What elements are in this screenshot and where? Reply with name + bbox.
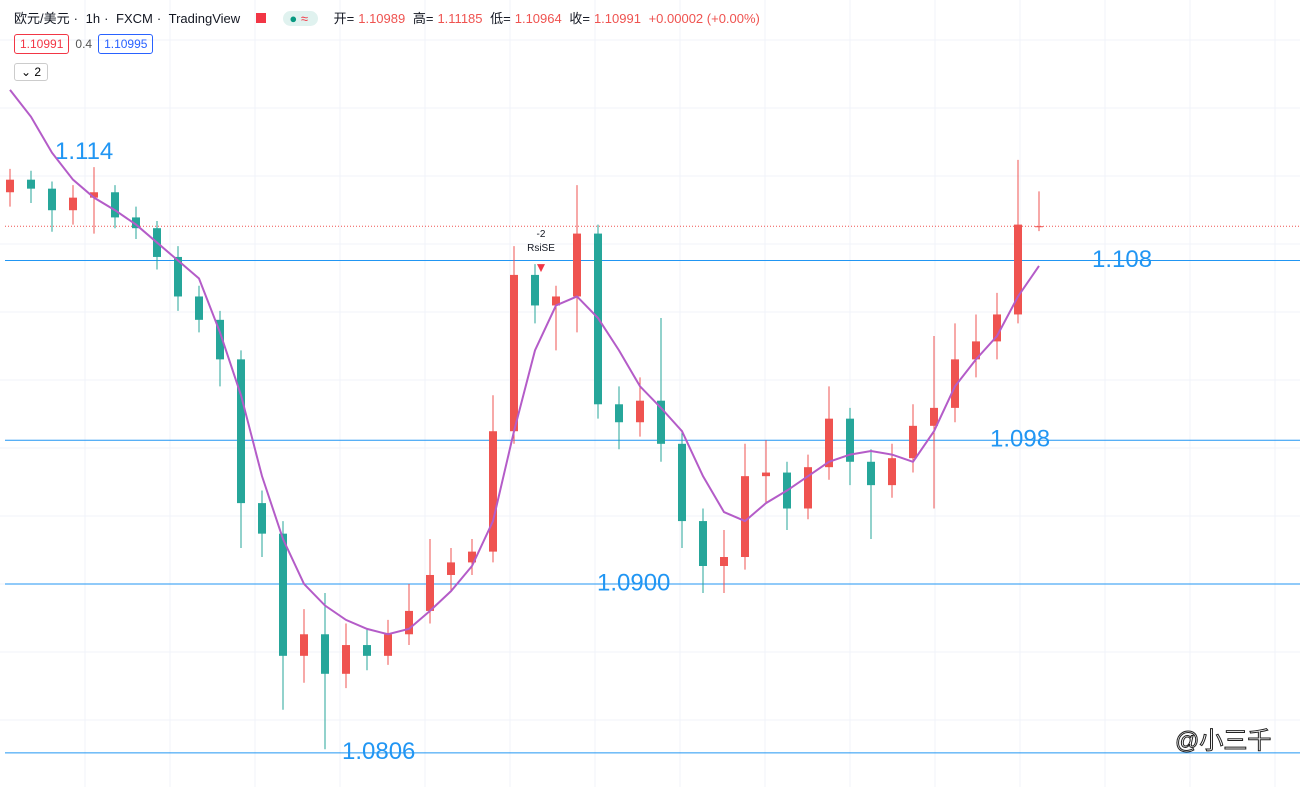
candle-body xyxy=(951,359,959,408)
candle-body xyxy=(279,533,287,656)
candle-body xyxy=(678,443,686,522)
candle-body xyxy=(615,404,623,423)
indicator-toggle[interactable]: ⌄ 2 xyxy=(14,63,49,81)
candle-body xyxy=(762,472,770,477)
candle-body xyxy=(6,179,14,193)
candle-body xyxy=(972,341,980,360)
candle-body xyxy=(111,192,119,218)
candle-body xyxy=(846,418,854,462)
candle-body xyxy=(174,256,182,297)
candle-body xyxy=(237,359,245,504)
candle-body xyxy=(531,274,539,306)
candle-body xyxy=(636,400,644,423)
candle-body xyxy=(69,197,77,211)
candle-body xyxy=(699,521,707,566)
level-label: 1.098 xyxy=(990,426,1050,453)
status-badge[interactable]: ● ≈ xyxy=(283,11,319,26)
candle-body xyxy=(27,179,35,189)
candle-body xyxy=(888,458,896,486)
candle-body xyxy=(741,476,749,558)
high-key: 高= xyxy=(412,11,434,26)
candle-body xyxy=(993,314,1001,342)
source: TradingView xyxy=(168,11,241,26)
candle-body xyxy=(90,192,98,198)
open-key: 开= xyxy=(333,11,355,26)
change: +0.00002 (+0.00%) xyxy=(648,11,760,26)
level-label: 1.108 xyxy=(1092,246,1152,273)
broker: FXCM xyxy=(116,11,153,26)
interval[interactable]: 1h xyxy=(85,11,101,26)
close-key: 收= xyxy=(569,11,590,26)
close-value: 1.10991 xyxy=(593,11,641,26)
candle-body xyxy=(1035,226,1043,228)
open-value: 1.10989 xyxy=(358,11,406,26)
candle-body xyxy=(573,233,581,297)
moving-average xyxy=(9,89,1040,636)
candle-body xyxy=(825,418,833,468)
candle-body xyxy=(489,431,497,552)
candle-body xyxy=(552,296,560,306)
bid-button[interactable]: 1.10991 xyxy=(14,34,70,54)
candle-body xyxy=(867,461,875,486)
candle-body xyxy=(804,467,812,509)
candle-body xyxy=(909,425,917,459)
flag-icon[interactable] xyxy=(255,13,266,23)
signal-count: -2 xyxy=(537,229,546,240)
candle-body xyxy=(510,274,518,432)
candle-body xyxy=(300,634,308,656)
candle-body xyxy=(216,319,224,360)
level-label: 1.114 xyxy=(55,138,113,165)
quote-row: 1.10991 0.4 1.10995 xyxy=(14,34,154,54)
signal-name: RsiSE xyxy=(527,243,555,254)
level-label: 1.0806 xyxy=(342,738,415,765)
candle-body xyxy=(1014,224,1022,315)
candle-body xyxy=(447,562,455,575)
candle-body xyxy=(405,610,413,635)
symbol[interactable]: 欧元/美元 xyxy=(14,11,70,26)
ask-button[interactable]: 1.10995 xyxy=(98,34,154,54)
candle-body xyxy=(657,400,665,444)
signal-arrow xyxy=(537,264,545,273)
low-key: 低= xyxy=(490,11,511,26)
candle-body xyxy=(342,645,350,674)
candle-body xyxy=(321,634,329,674)
candle-body xyxy=(132,217,140,229)
candle-body xyxy=(363,645,371,656)
candle-body xyxy=(468,551,476,563)
level-label: 1.0900 xyxy=(597,569,670,596)
candle-body xyxy=(930,407,938,426)
candle-body xyxy=(195,296,203,320)
candle-body xyxy=(384,634,392,656)
spread: 0.4 xyxy=(75,37,93,51)
low-value: 1.10964 xyxy=(514,11,562,26)
high-value: 1.11185 xyxy=(437,11,483,26)
candle-body xyxy=(48,188,56,211)
header: 欧元/美元 · 1h · FXCM · TradingView ● ≈ 开= 1.109… xyxy=(14,11,760,26)
candle-body xyxy=(426,574,434,611)
candle-body xyxy=(720,557,728,566)
candle-body xyxy=(258,503,266,534)
watermark: @小三千 xyxy=(1175,727,1271,754)
indicator-count: 2 xyxy=(34,65,42,79)
